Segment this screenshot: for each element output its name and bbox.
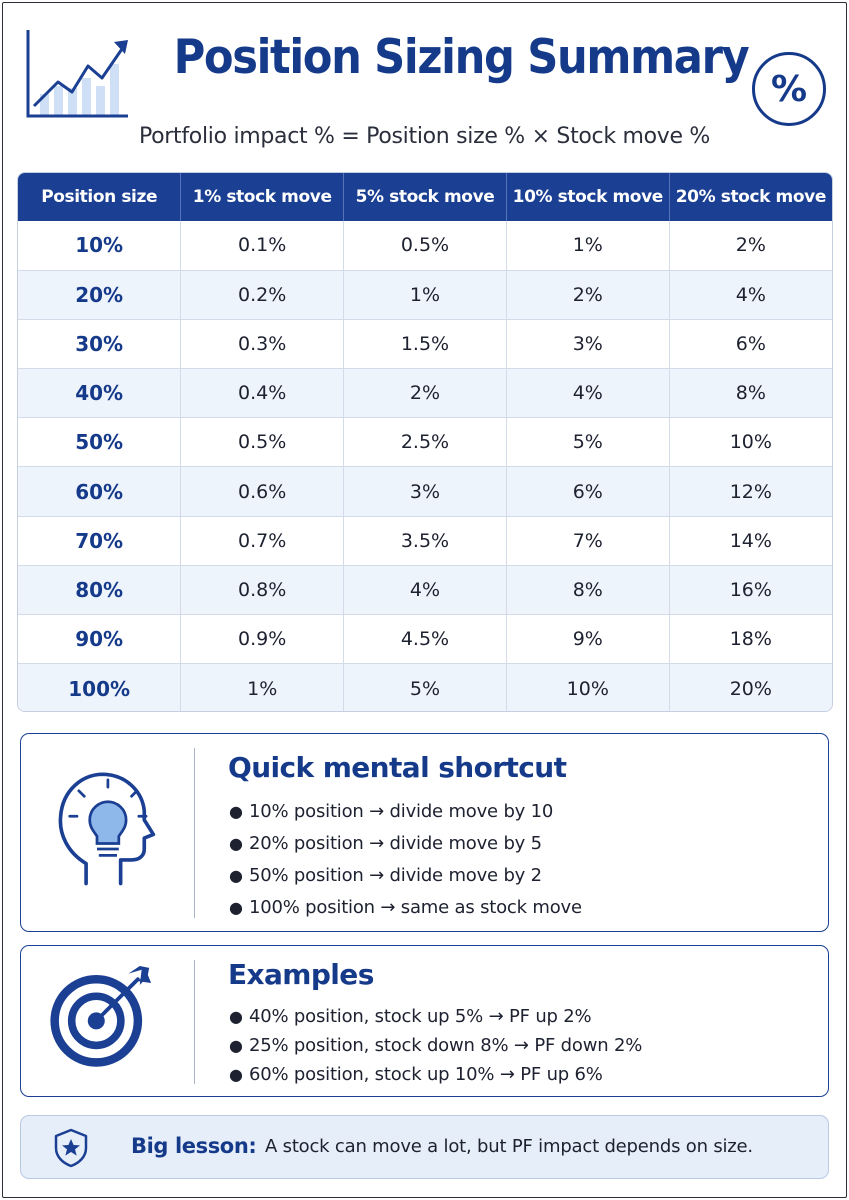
position-size-cell: 20% bbox=[18, 270, 182, 320]
impact-cell: 0.5% bbox=[180, 417, 345, 468]
examples-title: Examples bbox=[228, 958, 374, 991]
big-lesson-banner: Big lesson: A stock can move a lot, but … bbox=[20, 1115, 829, 1179]
impact-cell: 0.1% bbox=[180, 221, 345, 271]
percent-badge: % bbox=[752, 52, 826, 126]
impact-cell: 1.5% bbox=[343, 319, 507, 370]
impact-cell: 18% bbox=[669, 614, 832, 665]
position-size-cell: 100% bbox=[18, 663, 182, 711]
position-size-cell: 30% bbox=[18, 319, 182, 370]
impact-cell: 20% bbox=[669, 663, 832, 711]
examples-panel: Examples ● 40% position, stock up 5% → PF… bbox=[20, 945, 829, 1097]
position-size-cell: 60% bbox=[18, 466, 182, 517]
table-row: 20% 0.2% 1% 2% 4% bbox=[18, 270, 832, 320]
table-header-row: Position size 1% stock move 5% stock mov… bbox=[18, 173, 832, 221]
impact-cell: 0.6% bbox=[180, 466, 345, 517]
table-row: 100% 1% 5% 10% 20% bbox=[18, 663, 832, 711]
impact-cell: 4% bbox=[343, 565, 507, 616]
table-row: 10% 0.1% 0.5% 1% 2% bbox=[18, 221, 832, 271]
impact-cell: 10% bbox=[506, 663, 670, 711]
impact-cell: 0.4% bbox=[180, 368, 345, 419]
impact-cell: 2% bbox=[669, 221, 832, 271]
list-item: ● 25% position, stock down 8% → PF down 2… bbox=[229, 1035, 643, 1056]
impact-cell: 1% bbox=[506, 221, 670, 271]
position-size-cell: 70% bbox=[18, 516, 182, 566]
impact-cell: 8% bbox=[669, 368, 832, 419]
table-row: 60% 0.6% 3% 6% 12% bbox=[18, 466, 832, 517]
impact-cell: 0.2% bbox=[180, 270, 345, 320]
impact-cell: 6% bbox=[669, 319, 832, 370]
impact-cell: 0.5% bbox=[343, 221, 507, 271]
impact-cell: 4% bbox=[669, 270, 832, 320]
panel-divider bbox=[194, 960, 195, 1084]
list-item: ● 100% position → same as stock move bbox=[229, 897, 582, 918]
growth-chart-icon bbox=[26, 30, 128, 118]
table-row: 70% 0.7% 3.5% 7% 14% bbox=[18, 516, 832, 566]
impact-cell: 5% bbox=[343, 663, 507, 711]
examples-list: ● 40% position, stock up 5% → PF up 2% ● 2… bbox=[229, 1002, 642, 1089]
impact-cell: 2% bbox=[343, 368, 507, 419]
column-header: 10% stock move bbox=[506, 173, 670, 221]
impact-cell: 1% bbox=[180, 663, 345, 711]
shortcut-title: Quick mental shortcut bbox=[228, 751, 567, 784]
impact-cell: 0.8% bbox=[180, 565, 345, 616]
impact-cell: 8% bbox=[506, 565, 670, 616]
shield-star-icon bbox=[54, 1128, 88, 1168]
impact-cell: 3% bbox=[343, 466, 507, 517]
impact-cell: 2.5% bbox=[343, 417, 507, 468]
impact-cell: 4.5% bbox=[343, 614, 507, 665]
impact-cell: 6% bbox=[506, 466, 670, 517]
position-size-cell: 90% bbox=[18, 614, 182, 665]
lesson-text: A stock can move a lot, but PF impact de… bbox=[265, 1136, 753, 1157]
panel-divider bbox=[194, 748, 195, 918]
impact-cell: 14% bbox=[669, 516, 832, 566]
table-row: 30% 0.3% 1.5% 3% 6% bbox=[18, 319, 832, 370]
impact-cell: 3% bbox=[506, 319, 670, 370]
impact-cell: 9% bbox=[506, 614, 670, 665]
table-row: 90% 0.9% 4.5% 9% 18% bbox=[18, 614, 832, 665]
impact-cell: 1% bbox=[343, 270, 507, 320]
impact-cell: 10% bbox=[669, 417, 832, 468]
position-size-cell: 40% bbox=[18, 368, 182, 419]
table-row: 40% 0.4% 2% 4% 8% bbox=[18, 368, 832, 419]
impact-cell: 3.5% bbox=[343, 516, 507, 566]
impact-cell: 0.7% bbox=[180, 516, 345, 566]
impact-cell: 0.9% bbox=[180, 614, 345, 665]
position-sizing-table: Position size 1% stock move 5% stock mov… bbox=[17, 172, 833, 712]
lesson-label: Big lesson: bbox=[131, 1134, 257, 1158]
target-arrow-icon bbox=[50, 966, 152, 1067]
formula-subtitle: Portfolio impact % = Position size % × S… bbox=[138, 124, 711, 149]
table-row: 50% 0.5% 2.5% 5% 10% bbox=[18, 417, 832, 468]
column-header: 1% stock move bbox=[180, 173, 345, 221]
column-header: 5% stock move bbox=[343, 173, 507, 221]
impact-cell: 2% bbox=[506, 270, 670, 320]
list-item: ● 40% position, stock up 5% → PF up 2% bbox=[229, 1006, 592, 1027]
impact-cell: 0.3% bbox=[180, 319, 345, 370]
list-item: ● 60% position, stock up 10% → PF up 6% bbox=[229, 1064, 603, 1085]
list-item: ● 50% position → divide move by 2 bbox=[229, 865, 542, 886]
position-size-cell: 50% bbox=[18, 417, 182, 468]
position-size-cell: 80% bbox=[18, 565, 182, 616]
column-header: 20% stock move bbox=[669, 173, 832, 221]
impact-cell: 7% bbox=[506, 516, 670, 566]
impact-cell: 5% bbox=[506, 417, 670, 468]
list-item: ● 20% position → divide move by 5 bbox=[229, 833, 542, 854]
position-size-cell: 10% bbox=[18, 221, 182, 271]
shortcut-panel: Quick mental shortcut ● 10% position → di… bbox=[20, 733, 829, 932]
table-body: 10% 0.1% 0.5% 1% 2% 20% 0.2% 1% 2% 4% 30% 0.3% 1.5% 3… bbox=[18, 221, 832, 711]
page-title: Position Sizing Summary bbox=[173, 30, 750, 85]
table-row: 80% 0.8% 4% 8% 16% bbox=[18, 565, 832, 616]
list-item: ● 10% position → divide move by 10 bbox=[229, 801, 554, 822]
column-header: Position size bbox=[18, 173, 182, 221]
shortcut-list: ● 10% position → divide move by 10 ● 20% p… bbox=[229, 796, 582, 924]
impact-cell: 16% bbox=[669, 565, 832, 616]
head-lightbulb-icon bbox=[58, 772, 156, 886]
impact-cell: 4% bbox=[506, 368, 670, 419]
impact-cell: 12% bbox=[669, 466, 832, 517]
